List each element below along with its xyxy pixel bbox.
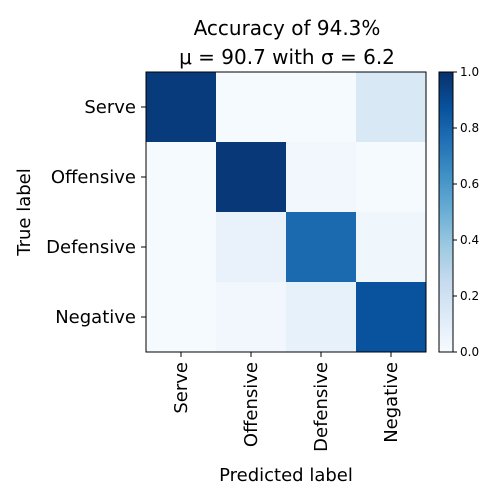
- heatmap-cells: [146, 72, 426, 352]
- heatmap-cell-0-1: [216, 72, 286, 142]
- colorbar-tick-label: 0.4: [460, 233, 479, 247]
- heatmap-cell-2-0: [146, 212, 216, 282]
- x-tick-labels: Serve Offensive Defensive Negative: [171, 352, 402, 452]
- colorbar-tick-label: 0.0: [460, 345, 479, 359]
- heatmap-cell-1-0: [146, 142, 216, 212]
- x-tick-label: Serve: [171, 362, 192, 414]
- heatmap-cell-0-3: [356, 72, 426, 142]
- colorbar: [438, 71, 454, 353]
- heatmap-cell-0-0: [146, 72, 216, 142]
- colorbar-tick-label: 0.2: [460, 289, 479, 303]
- heatmap-cell-2-2: [286, 212, 356, 282]
- x-tick-label: Defensive: [311, 362, 332, 452]
- y-tick-label: Offensive: [51, 167, 136, 188]
- heatmap-cell-0-2: [286, 72, 356, 142]
- heatmap-cell-3-1: [216, 282, 286, 352]
- y-tick-label: Defensive: [46, 237, 136, 258]
- y-tick-label: Serve: [84, 97, 136, 118]
- chart-title-line2: μ = 90.7 with σ = 6.2: [179, 45, 395, 69]
- colorbar-tick-label: 1.0: [460, 65, 479, 79]
- heatmap-cell-3-2: [286, 282, 356, 352]
- x-tick-label: Negative: [381, 362, 402, 443]
- colorbar-ticks: 0.0 0.2 0.4 0.6 0.8 1.0: [453, 65, 479, 359]
- heatmap-cell-1-2: [286, 142, 356, 212]
- y-tick-labels: Serve Offensive Defensive Negative: [46, 97, 146, 328]
- heatmap-cell-1-3: [356, 142, 426, 212]
- x-axis-label: Predicted label: [219, 465, 353, 486]
- y-axis-label: True label: [14, 168, 35, 257]
- heatmap-cell-2-3: [356, 212, 426, 282]
- heatmap-cell-1-1: [216, 142, 286, 212]
- colorbar-tick-label: 0.6: [460, 177, 479, 191]
- chart-title-line1: Accuracy of 94.3%: [194, 16, 381, 40]
- y-tick-label: Negative: [55, 307, 136, 328]
- heatmap-cell-3-0: [146, 282, 216, 352]
- x-tick-label: Offensive: [241, 362, 262, 447]
- plot-frame: [145, 71, 427, 353]
- heatmap-cell-3-3: [356, 282, 426, 352]
- colorbar-tick-label: 0.8: [460, 121, 479, 135]
- heatmap-cell-2-1: [216, 212, 286, 282]
